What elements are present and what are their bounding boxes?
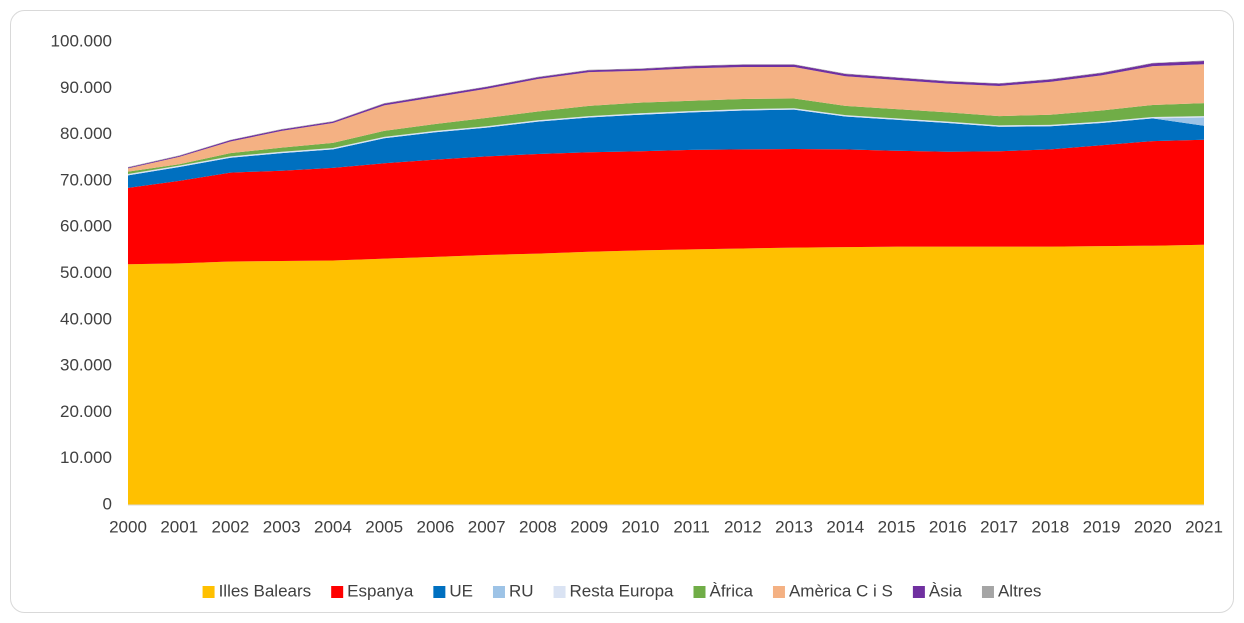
x-tick-label: 2002 xyxy=(212,517,250,536)
area xyxy=(128,64,1204,172)
legend-swatch xyxy=(492,586,505,598)
x-tick-label: 2010 xyxy=(621,517,659,536)
legend-swatch xyxy=(202,586,215,598)
x-tick-label: 2001 xyxy=(160,517,198,536)
y-tick-label: 0 xyxy=(103,494,112,513)
area xyxy=(128,244,1204,505)
x-tick-label: 2005 xyxy=(365,517,403,536)
legend-swatch xyxy=(912,586,925,598)
legend-swatch xyxy=(331,586,344,598)
y-tick-label: 80.000 xyxy=(60,124,112,143)
x-tick-label: 2007 xyxy=(468,517,506,536)
legend-swatch xyxy=(693,586,706,598)
legend-swatch xyxy=(981,586,994,598)
legend-label: RU xyxy=(509,581,534,600)
y-tick-label: 20.000 xyxy=(60,402,112,421)
legend-label: Resta Europa xyxy=(570,581,674,600)
legend-label: Àfrica xyxy=(709,581,753,600)
x-tick-label: 2019 xyxy=(1083,517,1121,536)
y-tick-label: 40.000 xyxy=(60,309,112,328)
x-tick-label: 2014 xyxy=(826,517,864,536)
x-tick-label: 2018 xyxy=(1031,517,1069,536)
y-tick-label: 70.000 xyxy=(60,170,112,189)
x-tick-label: 2006 xyxy=(417,517,455,536)
x-tick-label: 2013 xyxy=(775,517,813,536)
legend-swatch xyxy=(433,586,446,598)
y-tick-label: 50.000 xyxy=(60,263,112,282)
y-tick-label: 90.000 xyxy=(60,78,112,97)
y-tick-label: 30.000 xyxy=(60,356,112,375)
x-tick-label: 2020 xyxy=(1134,517,1172,536)
legend-label: Espanya xyxy=(347,581,414,600)
x-tick-label: 2017 xyxy=(980,517,1018,536)
legend-swatch xyxy=(772,586,785,598)
x-tick-label: 2004 xyxy=(314,517,352,536)
x-tick-label: 2012 xyxy=(724,517,762,536)
x-tick-label: 2016 xyxy=(929,517,967,536)
y-tick-label: 10.000 xyxy=(60,448,112,467)
legend-label: Amèrica C i S xyxy=(789,581,893,600)
legend-label: UE xyxy=(449,581,473,600)
legend-label: Àsia xyxy=(929,581,963,600)
x-tick-label: 2008 xyxy=(519,517,557,536)
legend-label: Altres xyxy=(998,581,1041,600)
legend-swatch xyxy=(553,586,566,598)
y-tick-label: 100.000 xyxy=(51,31,112,50)
x-tick-label: 2011 xyxy=(673,517,710,536)
area xyxy=(128,109,1204,188)
legend-label: Illes Balears xyxy=(219,581,312,600)
x-tick-label: 2003 xyxy=(263,517,301,536)
x-tick-label: 2021 xyxy=(1185,517,1223,536)
x-tick-label: 2009 xyxy=(570,517,608,536)
area xyxy=(128,139,1204,265)
x-tick-label: 2015 xyxy=(878,517,916,536)
x-tick-label: 2000 xyxy=(109,517,147,536)
y-tick-label: 60.000 xyxy=(60,217,112,236)
area xyxy=(128,98,1204,174)
